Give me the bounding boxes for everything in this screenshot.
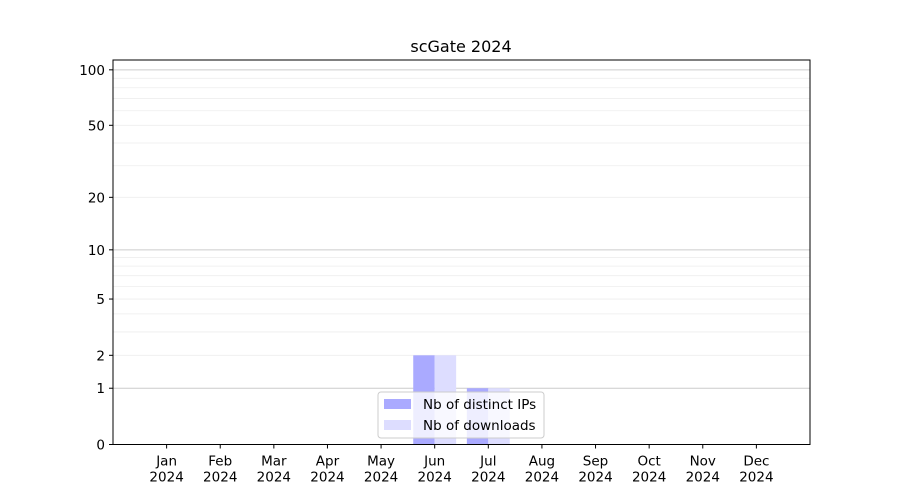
legend-label-downloads: Nb of downloads [423, 418, 536, 434]
y-tick-label: 10 [88, 243, 105, 259]
x-tick-label: Sep 2024 [578, 454, 612, 486]
x-tick-label: Feb 2024 [203, 454, 237, 486]
x-tick-label: Dec 2024 [739, 454, 773, 486]
x-tick-label: Jul 2024 [471, 454, 505, 486]
legend: Nb of distinct IPs Nb of downloads [377, 391, 545, 439]
x-tick-label: Nov 2024 [686, 454, 720, 486]
y-tick-label: 100 [79, 63, 105, 79]
legend-swatch-ips [384, 399, 411, 409]
x-tick-label: Jan 2024 [149, 454, 183, 486]
legend-box [377, 391, 545, 439]
x-tick-label: May 2024 [364, 454, 398, 486]
x-tick-label: Mar 2024 [257, 454, 291, 486]
legend-label-ips: Nb of distinct IPs [423, 397, 536, 413]
y-tick-label: 50 [88, 118, 105, 134]
x-tick-label: Apr 2024 [310, 454, 344, 486]
y-tick-label: 20 [88, 190, 105, 206]
y-tick-label: 0 [96, 438, 105, 454]
chart-title: scGate 2024 [410, 37, 511, 56]
y-axis: 0 1 2 5 10 20 50 100 [79, 63, 113, 454]
x-axis: Jan 2024 Feb 2024 Mar 2024 Apr 2024 May 2024 Jun 20… [149, 444, 774, 486]
x-tick-label: Aug 2024 [525, 454, 559, 486]
y-tick-label: 5 [96, 292, 105, 308]
y-tick-label: 1 [96, 381, 105, 397]
plot-frame [112, 59, 811, 445]
y-tick-label: 2 [96, 348, 105, 364]
grid [113, 69, 810, 389]
legend-swatch-downloads [384, 420, 411, 430]
x-tick-label: Oct 2024 [632, 454, 666, 486]
x-tick-label: Jun 2024 [418, 454, 452, 486]
